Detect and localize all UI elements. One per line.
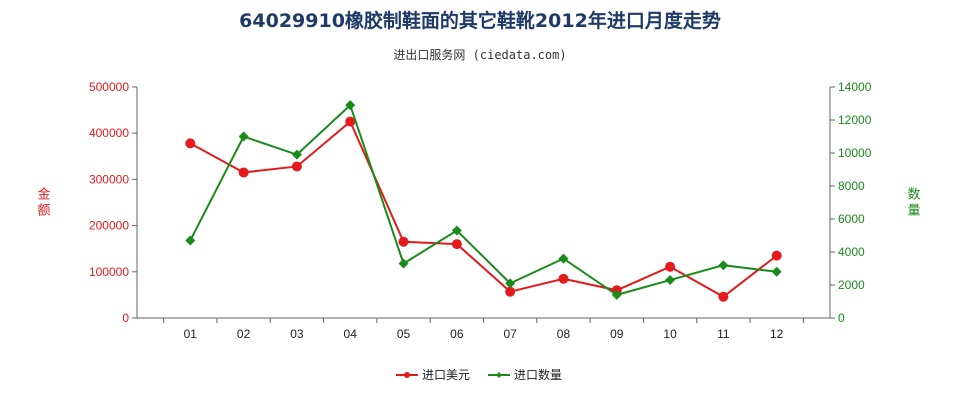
x-tick-label: 03 [290, 327, 304, 341]
series-point-1 [558, 273, 569, 284]
series-point-2 [611, 289, 622, 300]
series-point-1 [291, 161, 302, 172]
series-point-2 [665, 275, 676, 286]
series-point-1 [771, 250, 782, 261]
series-point-1 [665, 261, 676, 272]
left-axis-label: 额 [37, 204, 50, 219]
series-point-2 [185, 235, 196, 246]
right-axis-label: 数 [907, 188, 920, 203]
series-point-1 [185, 138, 196, 149]
x-tick-label: 02 [237, 327, 251, 341]
left-tick-label: 500000 [89, 80, 129, 94]
left-tick-label: 200000 [89, 219, 129, 233]
x-tick-label: 10 [663, 327, 677, 341]
series-line-2 [189, 103, 777, 296]
series-point-1 [238, 167, 249, 178]
right-tick-label: 10000 [838, 146, 872, 160]
series-point-2 [345, 100, 356, 111]
left-tick-label: 300000 [89, 172, 129, 186]
series-point-2 [291, 149, 302, 160]
series-point-1 [505, 286, 516, 297]
right-tick-label: 14000 [838, 80, 872, 94]
chart-title: 64029910橡胶制鞋面的其它鞋靴2012年进口月度走势 [239, 10, 721, 32]
x-tick-label: 12 [770, 327, 784, 341]
right-tick-label: 2000 [838, 278, 865, 292]
x-tick-label: 01 [184, 327, 198, 341]
series-point-2 [505, 278, 516, 289]
series-point-2 [238, 131, 249, 142]
x-tick-label: 05 [397, 327, 411, 341]
legend-label-1: 进口美元 [422, 368, 470, 382]
x-tick-label: 09 [610, 327, 624, 341]
right-tick-label: 4000 [838, 245, 865, 259]
series-point-1 [451, 239, 462, 250]
left-axis-label: 金 [37, 187, 50, 203]
left-tick-label: 0 [122, 311, 129, 325]
x-tick-label: 04 [344, 327, 358, 341]
series-point-2 [771, 266, 782, 277]
series-point-2 [718, 260, 729, 271]
right-tick-label: 8000 [838, 179, 865, 193]
series-point-1 [718, 291, 729, 302]
right-axis-label: 量 [907, 204, 920, 219]
x-tick-label: 08 [557, 327, 571, 341]
left-tick-label: 100000 [89, 265, 129, 279]
legend-marker-2 [496, 372, 502, 378]
series-point-2 [451, 225, 462, 236]
legend-label-2: 进口数量 [514, 367, 562, 382]
series-line-1 [189, 120, 778, 298]
right-tick-label: 12000 [838, 113, 872, 127]
series-point-1 [345, 116, 356, 127]
right-tick-label: 6000 [838, 212, 865, 226]
legend-marker-1 [404, 372, 410, 378]
x-tick-label: 06 [450, 327, 464, 341]
series-point-1 [398, 236, 409, 247]
left-tick-label: 400000 [89, 126, 129, 140]
series-point-2 [398, 258, 409, 269]
series-point-2 [558, 253, 569, 264]
x-tick-label: 11 [717, 327, 730, 341]
chart-subtitle: 进出口服务网 (ciedata.com) [393, 48, 567, 62]
right-tick-label: 0 [838, 311, 845, 325]
x-tick-label: 07 [503, 327, 517, 341]
